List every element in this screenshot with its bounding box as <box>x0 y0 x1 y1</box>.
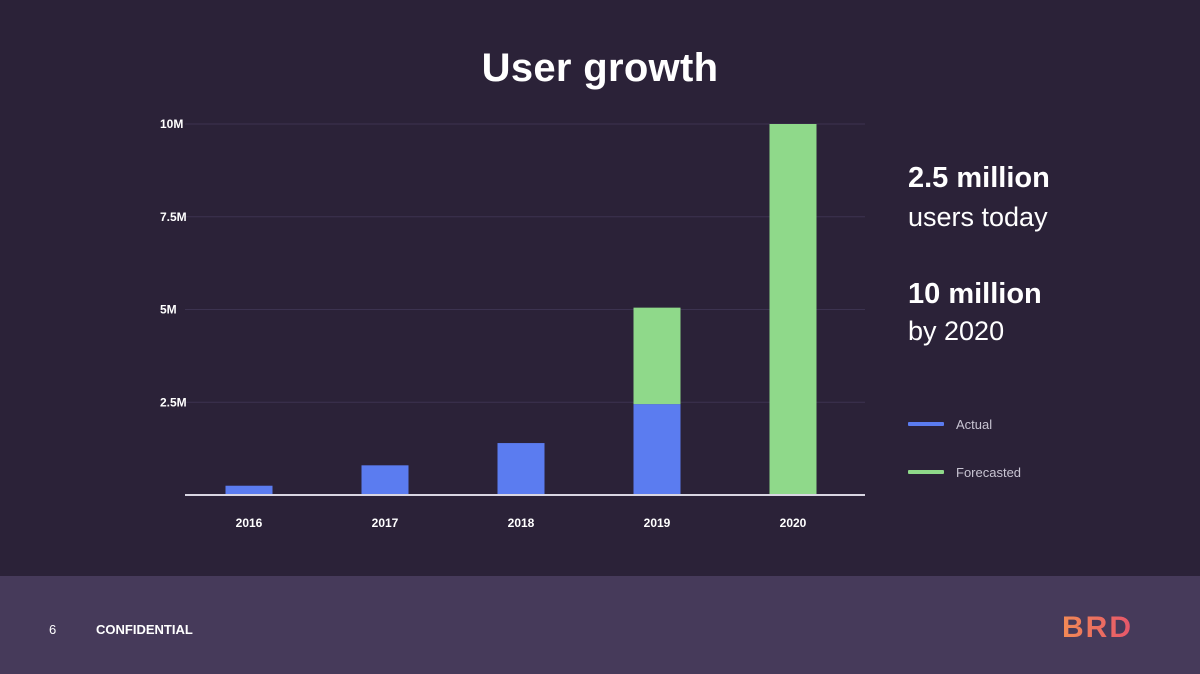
x-tick-label: 2017 <box>372 516 399 530</box>
stat-current-value: 2.5 million <box>908 162 1050 194</box>
legend-label-actual: Actual <box>956 416 993 432</box>
legend-swatch-forecasted <box>908 470 944 474</box>
slide-title: User growth <box>481 46 719 90</box>
legend-item-actual: Actual <box>908 416 992 432</box>
legend-label-forecasted: Forecasted <box>956 464 1022 480</box>
footer-bar: 6 CONFIDENTIAL BRD <box>0 576 1200 674</box>
x-tick-label: 2016 <box>236 516 263 530</box>
bar-chart: 2.5M 5M 7.5M 10M 2016 2017 2018 2019 2020 <box>160 117 865 530</box>
y-tick-label: 5M <box>160 303 177 317</box>
y-tick-label: 7.5M <box>160 210 187 224</box>
confidential-label: CONFIDENTIAL <box>96 622 193 637</box>
bar-forecasted-2020 <box>769 124 817 495</box>
x-tick-label: 2019 <box>644 516 671 530</box>
x-tick-label: 2020 <box>780 516 807 530</box>
stat-current-caption: users today <box>908 202 1048 232</box>
slide-body: User growth 2.5M 5M 7.5M 10M 2016 2017 2018 201… <box>160 46 1050 530</box>
legend-item-forecasted: Forecasted <box>908 464 1021 480</box>
y-tick-label: 10M <box>160 117 183 131</box>
legend-swatch-actual <box>908 422 944 426</box>
y-tick-label: 2.5M <box>160 395 187 409</box>
bar-actual-2018 <box>497 443 545 495</box>
bar-actual-2016 <box>225 485 273 495</box>
brd-logo: BRD <box>1062 611 1133 644</box>
bar-actual-2017 <box>361 465 409 495</box>
stat-forecast-value: 10 million <box>908 278 1042 310</box>
stat-forecast-caption: by 2020 <box>908 316 1005 346</box>
bar-actual-2019 <box>633 404 681 495</box>
x-tick-label: 2018 <box>508 516 535 530</box>
page-number: 6 <box>49 622 57 637</box>
bar-forecasted-2019 <box>633 307 681 405</box>
